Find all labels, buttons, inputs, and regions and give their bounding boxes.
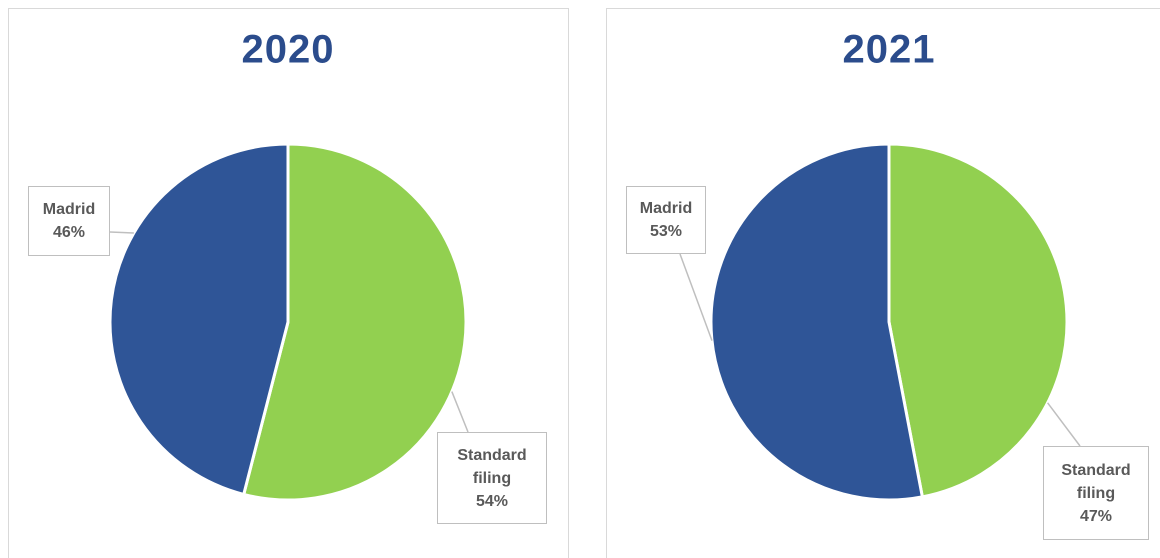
pie-slice bbox=[108, 142, 290, 497]
chart-title: 2020 bbox=[242, 28, 335, 72]
label-category: Standard filing bbox=[1061, 461, 1131, 502]
data-label: Madrid 46% bbox=[28, 186, 110, 256]
data-label: Standard filing 54% bbox=[437, 432, 547, 524]
data-label: Standard filing 47% bbox=[1043, 446, 1149, 540]
label-value: 47% bbox=[1079, 507, 1113, 525]
leader-line bbox=[109, 231, 134, 234]
pie-slice bbox=[241, 142, 468, 502]
pie-slice bbox=[887, 142, 1069, 499]
label-value: 53% bbox=[649, 223, 683, 240]
chart-title: 2021 bbox=[843, 28, 936, 72]
label-value: 54% bbox=[475, 492, 509, 510]
label-value: 46% bbox=[52, 224, 86, 241]
label-category: Standard filing bbox=[457, 446, 527, 487]
leader-line bbox=[1046, 402, 1081, 447]
panel bbox=[606, 8, 1160, 558]
leader-line bbox=[679, 253, 713, 341]
label-category: Madrid bbox=[639, 200, 693, 217]
label-category: Madrid bbox=[42, 201, 96, 218]
panel bbox=[8, 8, 569, 558]
leader-line bbox=[451, 391, 469, 433]
data-label: Madrid 53% bbox=[626, 186, 706, 254]
